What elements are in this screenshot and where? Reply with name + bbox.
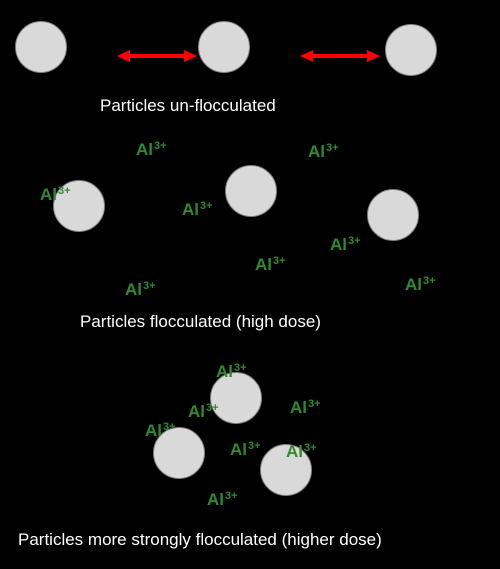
ion-label: Al3+ [330,235,361,255]
ion-label: Al3+ [290,398,321,418]
caption: Particles un-flocculated [100,96,276,116]
ion-label: Al3+ [145,421,176,441]
ion-label: Al3+ [188,402,219,422]
ion-label: Al3+ [125,280,156,300]
ion-label: Al3+ [182,200,213,220]
particle [225,165,277,217]
ion-label: Al3+ [308,142,339,162]
ion-label: Al3+ [216,362,247,382]
particle [385,24,437,76]
particle [15,21,67,73]
caption: Particles more strongly flocculated (hig… [18,530,382,550]
repulsion-arrow [117,46,197,66]
ion-label: Al3+ [255,255,286,275]
ion-label: Al3+ [136,140,167,160]
ion-label: Al3+ [230,440,261,460]
ion-label: Al3+ [286,442,317,462]
ion-label: Al3+ [207,490,238,510]
caption: Particles flocculated (high dose) [80,312,321,332]
particle [198,21,250,73]
repulsion-arrow [300,46,380,66]
ion-label: Al3+ [405,275,436,295]
ion-label: Al3+ [40,185,71,205]
particle [367,189,419,241]
